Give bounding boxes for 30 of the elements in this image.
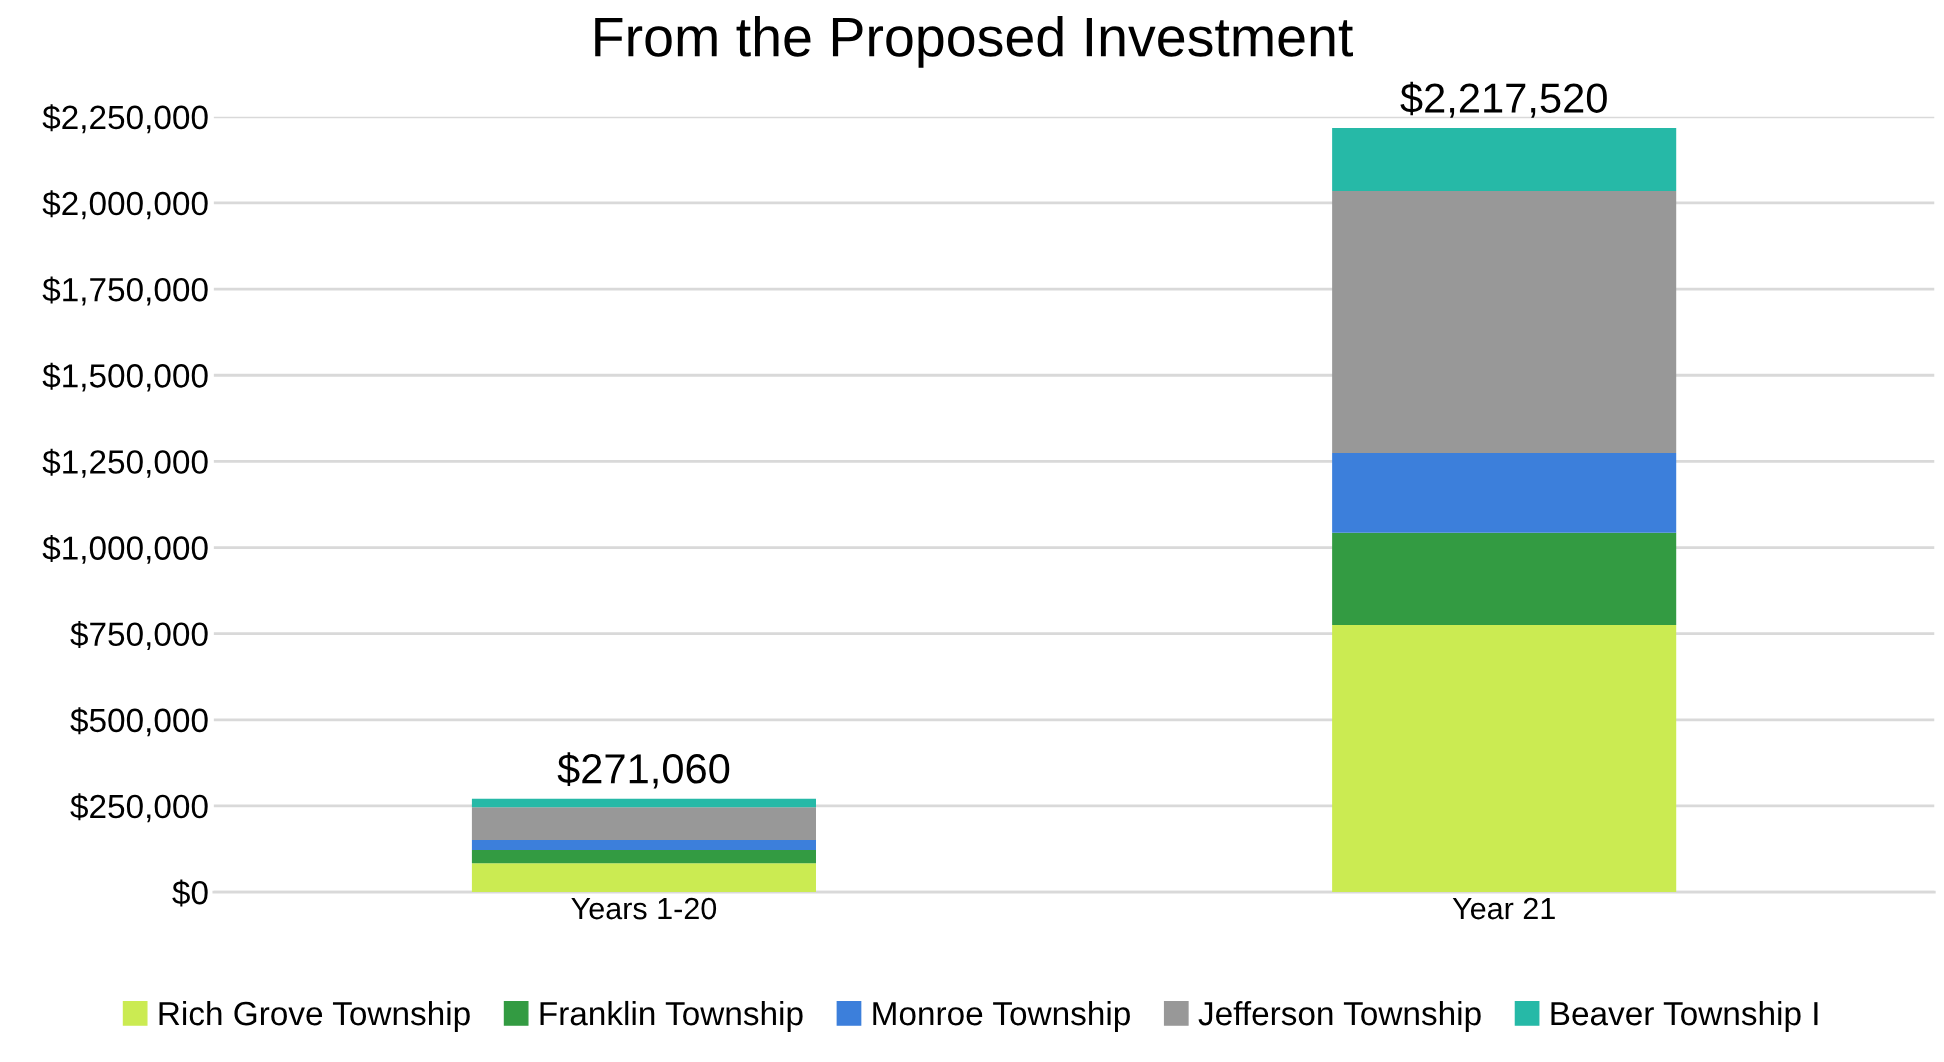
y-tick-label: $2,250,000 [42, 104, 208, 134]
bar [471, 807, 816, 841]
bar [1332, 532, 1677, 626]
y-tick-label: $1,250,000 [42, 448, 208, 478]
legend-label: Rich Grove Township [159, 1000, 470, 1032]
x-tick-label: Year 21 [1452, 897, 1555, 920]
legend-label: Beaver Township I [1551, 1000, 1818, 1032]
y-tick-label: $1,000,000 [42, 534, 208, 564]
y-tick-label: $1,500,000 [42, 362, 208, 392]
legend-label: Jefferson Township [1198, 1000, 1481, 1032]
legend-label: Franklin Township [540, 1000, 803, 1032]
total-label: $2,217,520 [1400, 81, 1607, 118]
y-tick-label: $250,000 [70, 793, 208, 823]
x-tick-label: Years 1-20 [571, 897, 717, 920]
bar [1332, 190, 1677, 454]
y-tick-label: $500,000 [70, 707, 208, 737]
chart-title: From the Proposed Investment [595, 15, 1353, 68]
bar [1332, 453, 1677, 533]
bar [471, 840, 816, 851]
bar [471, 798, 816, 808]
y-tick-label: $1,750,000 [42, 276, 208, 306]
y-tick-label: $750,000 [70, 621, 208, 650]
y-tick-label: $2,000,000 [42, 190, 208, 220]
bar [1332, 625, 1677, 893]
total-label: $271,060 [557, 752, 730, 789]
y-tick-label: $0 [172, 879, 208, 907]
bar [471, 863, 816, 893]
legend-label: Monroe Township [873, 1000, 1130, 1032]
bar [1332, 128, 1677, 191]
bar [471, 850, 816, 864]
